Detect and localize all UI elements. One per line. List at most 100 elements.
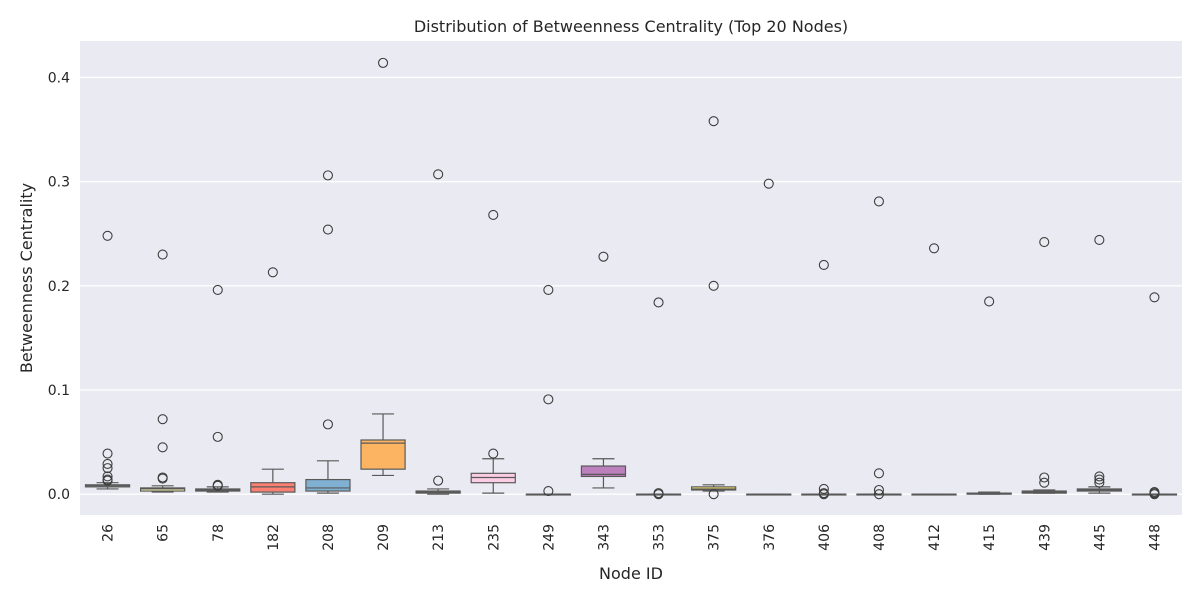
- outlier-point: [928, 243, 940, 254]
- boxes-layer: [84, 57, 1178, 500]
- x-tick-label: 209: [376, 524, 392, 551]
- box-node-213: [415, 169, 461, 495]
- outlier-point: [1039, 477, 1050, 488]
- outlier-point: [1094, 477, 1105, 488]
- outlier-point: [873, 489, 885, 500]
- outlier-point: [102, 471, 113, 482]
- outlier-point: [322, 224, 334, 235]
- outlier-point: [102, 230, 113, 241]
- outlier-point: [818, 483, 829, 495]
- outlier-point: [873, 196, 885, 207]
- box-node-406: [801, 259, 847, 500]
- y-tick-label: 0.0: [48, 487, 70, 503]
- outlier-point: [873, 484, 885, 496]
- x-tick-label: 375: [707, 524, 723, 551]
- box-node-78: [195, 284, 241, 493]
- outlier-point: [433, 475, 444, 486]
- outlier-point: [433, 169, 444, 180]
- box-node-26: [84, 230, 131, 490]
- iqr-box: [360, 439, 406, 470]
- outlier-point: [653, 297, 664, 308]
- box-node-235: [470, 209, 516, 494]
- outlier-point: [873, 468, 885, 479]
- box-node-412: [911, 243, 957, 496]
- outlier-point: [708, 116, 719, 127]
- plot-area: [80, 41, 1182, 515]
- outlier-point: [543, 394, 554, 405]
- outlier-point: [102, 475, 113, 486]
- box-node-376: [746, 178, 792, 496]
- outlier-point: [708, 280, 719, 291]
- x-axis-ticks: 26 65 78 182 208 209 213 235 249 343 353 375 376 406 4…: [101, 524, 1164, 551]
- x-tick-label: 249: [541, 524, 557, 551]
- outlier-point: [212, 480, 223, 491]
- x-tick-label: 376: [762, 524, 778, 551]
- x-tick-label: 445: [1092, 524, 1108, 551]
- box-node-249: [525, 284, 571, 497]
- y-tick-label: 0.1: [48, 383, 70, 399]
- x-tick-label: 65: [156, 524, 172, 542]
- x-axis-title: Node ID: [599, 564, 663, 583]
- box-node-448: [1131, 292, 1178, 500]
- box-node-439: [1021, 237, 1067, 494]
- y-tick-label: 0.3: [48, 175, 70, 191]
- outlier-point: [212, 284, 223, 296]
- y-tick-label: 0.2: [48, 279, 70, 295]
- outlier-point: [1094, 474, 1105, 485]
- iqr-box: [580, 465, 627, 478]
- outlier-point: [157, 442, 168, 453]
- outlier-point: [157, 473, 168, 484]
- outlier-point: [1149, 489, 1160, 500]
- outlier-point: [543, 485, 554, 497]
- x-tick-label: 213: [431, 524, 447, 551]
- box-node-353: [635, 297, 682, 500]
- box-node-445: [1076, 234, 1122, 494]
- x-tick-label: 235: [486, 524, 502, 551]
- x-tick-label: 353: [652, 524, 668, 551]
- x-tick-label: 408: [872, 524, 888, 551]
- outlier-point: [543, 284, 554, 296]
- box-node-375: [691, 116, 737, 500]
- outlier-point: [818, 259, 829, 271]
- outlier-point: [157, 249, 168, 260]
- outlier-point: [322, 419, 334, 430]
- box-node-182: [250, 267, 296, 495]
- outlier-point: [818, 489, 829, 500]
- outlier-point: [488, 209, 499, 221]
- outlier-point: [653, 489, 664, 500]
- outlier-point: [377, 57, 389, 68]
- outlier-point: [157, 414, 168, 425]
- outlier-point: [1149, 292, 1160, 303]
- outlier-point: [1039, 472, 1050, 483]
- chart-title: Distribution of Betweenness Centrality (…: [414, 17, 848, 36]
- x-tick-label: 343: [596, 524, 612, 551]
- x-tick-label: 415: [982, 524, 998, 551]
- x-tick-label: 406: [817, 524, 833, 551]
- outlier-point: [488, 448, 499, 459]
- box-node-208: [305, 170, 351, 494]
- outlier-point: [984, 296, 995, 307]
- x-tick-label: 26: [101, 524, 117, 542]
- outlier-point: [1094, 234, 1105, 246]
- outlier-point: [102, 463, 113, 474]
- x-tick-label: 412: [927, 524, 943, 551]
- outlier-point: [212, 431, 223, 442]
- y-axis-ticks: 0.0 0.1 0.2 0.3 0.4: [48, 70, 70, 503]
- outlier-point: [102, 458, 113, 470]
- outlier-point: [708, 489, 719, 500]
- outlier-point: [102, 448, 113, 459]
- iqr-box: [305, 478, 351, 492]
- box-node-209: [360, 57, 406, 477]
- x-tick-label: 208: [321, 524, 337, 551]
- box-node-415: [966, 296, 1012, 495]
- x-tick-label: 448: [1147, 524, 1163, 551]
- x-tick-label: 78: [211, 524, 227, 542]
- outlier-point: [267, 267, 278, 278]
- x-tick-label: 439: [1037, 524, 1053, 551]
- x-tick-label: 182: [266, 524, 282, 551]
- outlier-point: [598, 251, 609, 262]
- box-node-65: [140, 249, 186, 493]
- outlier-point: [322, 170, 334, 181]
- box-node-408: [856, 196, 902, 500]
